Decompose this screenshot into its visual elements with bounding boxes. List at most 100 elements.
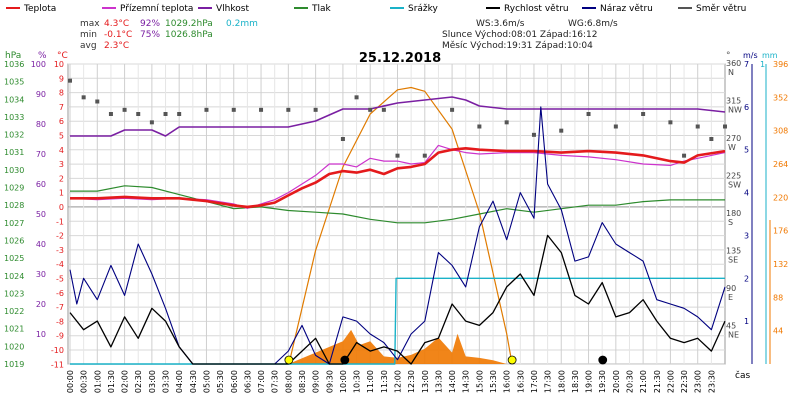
time-tick-label: 11:00 — [366, 370, 375, 393]
time-tick-label: 04:00 — [175, 370, 184, 393]
ms-unit-label: m/s — [743, 51, 758, 60]
legend-label-temp: Teplota — [23, 4, 56, 14]
stats-min-hum: 75% — [140, 30, 160, 40]
temp-tick-label: 0 — [59, 203, 64, 212]
dir-tick-degrees: 360 — [726, 59, 741, 68]
time-tick-label: 02:30 — [134, 370, 143, 393]
wind-direction-point — [204, 107, 209, 112]
pressure-line — [70, 185, 725, 224]
legend-label-press: Tlak — [311, 4, 332, 14]
stats-max-hum: 92% — [140, 19, 160, 29]
hpa-tick-label: 1024 — [4, 272, 24, 281]
temp-tick-label: 10 — [54, 60, 64, 69]
dir-tick-degrees: 45 — [726, 322, 736, 331]
stats-max-press: 1029.2hPa — [165, 19, 213, 29]
pct-unit-label: % — [38, 51, 47, 61]
wind-direction-point — [709, 137, 714, 141]
time-axis-label: čas — [735, 370, 750, 381]
ms-tick-label: 5 — [744, 146, 749, 155]
dir-tick-degrees: 180 — [726, 209, 741, 218]
pct-tick-label: 30 — [36, 270, 46, 279]
event-marker — [284, 355, 294, 365]
sun-elevation-line — [288, 86, 513, 365]
chart-title: 25.12.2018 — [359, 51, 441, 66]
time-tick-label: 21:30 — [653, 370, 662, 393]
temp-tick-label: -8 — [56, 317, 64, 326]
stats-wg: WG:6.8m/s — [568, 19, 618, 29]
wind-direction-point — [477, 124, 482, 129]
time-tick-label: 13:00 — [421, 370, 430, 393]
temp-tick-label: 7 — [59, 103, 64, 112]
hpa-tick-label: 1026 — [4, 236, 24, 245]
solar-tick-label: 352 — [773, 93, 788, 102]
time-tick-label: 06:00 — [230, 370, 239, 393]
legend-label-dir: Směr větru — [696, 4, 746, 14]
wind-direction-point — [231, 107, 236, 112]
hpa-tick-label: 1032 — [4, 131, 24, 140]
dir-tick-compass: N — [728, 68, 734, 77]
time-tick-label: 18:00 — [557, 370, 566, 393]
hpa-tick-label: 1035 — [4, 78, 24, 87]
wind-direction-point — [313, 107, 318, 112]
temp-tick-label: -11 — [51, 360, 64, 369]
temp-tick-label: -3 — [56, 246, 64, 255]
solar-tick-label: 264 — [773, 160, 788, 169]
time-tick-label: 12:00 — [394, 370, 403, 393]
pct-tick-label: 90 — [36, 90, 46, 99]
temp-tick-label: -9 — [56, 332, 64, 341]
axes-layer: 109876543210-1-2-3-4-5-6-7-8-9-10-1100:0… — [4, 59, 788, 393]
feels-like-line — [69, 144, 726, 209]
dir-tick-compass: S — [728, 218, 733, 227]
dir-tick-degrees: 225 — [726, 172, 741, 181]
legend-label-wind: Rychlost větru — [504, 4, 569, 14]
solar-tick-label: 88 — [773, 293, 783, 302]
wind-direction-point — [723, 124, 727, 129]
wind-direction-point — [163, 112, 168, 116]
temp-tick-label: 4 — [59, 146, 64, 155]
time-tick-label: 14:00 — [448, 370, 457, 393]
time-tick-label: 08:30 — [298, 370, 307, 393]
time-tick-label: 00:00 — [66, 370, 75, 393]
wind-direction-point — [286, 107, 291, 112]
dir-tick-compass: SE — [728, 256, 738, 265]
wind-direction-point — [450, 107, 455, 112]
wind-direction-point — [368, 107, 373, 112]
dir-tick-degrees: 270 — [726, 134, 741, 143]
time-tick-label: 19:00 — [585, 370, 594, 393]
solar-radiation-area — [288, 329, 507, 364]
temp-tick-label: 8 — [59, 89, 64, 98]
mm-tick-label: 1 — [760, 60, 765, 69]
stats-max-label: max — [80, 19, 100, 29]
pct-tick-label: 40 — [36, 240, 46, 249]
hpa-tick-label: 1034 — [4, 95, 24, 104]
time-tick-label: 01:00 — [93, 370, 102, 393]
temp-tick-label: -6 — [56, 289, 64, 298]
hpa-tick-label: 1021 — [4, 325, 24, 334]
temperature-line — [70, 147, 726, 209]
dir-tick-compass: NW — [728, 106, 742, 115]
time-tick-label: 04:30 — [189, 370, 198, 393]
temp-tick-label: -1 — [56, 217, 64, 226]
dir-tick-compass: SW — [728, 181, 741, 190]
wind-direction-point — [641, 112, 646, 116]
legend-label-gust: Náraz větru — [600, 4, 653, 14]
temp-tick-label: -4 — [56, 260, 64, 269]
time-tick-label: 09:00 — [312, 370, 321, 393]
ms-tick-label: 4 — [744, 189, 749, 198]
wind-direction-point — [177, 112, 182, 116]
deg-unit-label: ° — [726, 51, 731, 61]
wind-direction-point — [531, 132, 536, 137]
hpa-tick-label: 1022 — [4, 307, 24, 316]
temp-tick-label: -7 — [56, 303, 64, 312]
time-tick-label: 14:30 — [462, 370, 471, 393]
legend: Teplota Přízemní teplota Vlhkost Tlak Srážky… — [6, 4, 746, 14]
ms-tick-label: 1 — [744, 317, 749, 326]
time-tick-label: 18:30 — [571, 370, 580, 393]
mm-unit-label: mm — [762, 51, 778, 60]
time-tick-label: 22:00 — [666, 370, 675, 393]
time-tick-label: 00:30 — [80, 370, 89, 393]
ms-tick-label: 3 — [744, 231, 749, 240]
hpa-tick-label: 1023 — [4, 289, 24, 298]
wind-gust-line — [69, 106, 726, 365]
pct-tick-label: 50 — [36, 210, 46, 219]
